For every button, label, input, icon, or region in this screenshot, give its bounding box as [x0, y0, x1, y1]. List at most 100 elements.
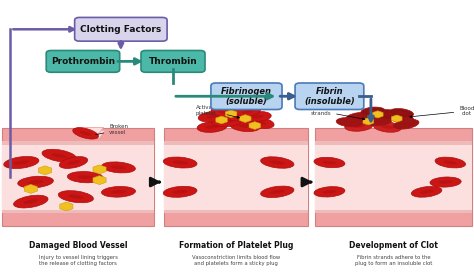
- Ellipse shape: [197, 121, 227, 133]
- Ellipse shape: [353, 124, 365, 128]
- Ellipse shape: [314, 187, 345, 197]
- Ellipse shape: [211, 107, 237, 117]
- Ellipse shape: [211, 116, 241, 127]
- Ellipse shape: [229, 114, 242, 117]
- FancyBboxPatch shape: [315, 144, 472, 211]
- Ellipse shape: [372, 119, 384, 122]
- Ellipse shape: [393, 119, 419, 129]
- Text: Broken
vessel: Broken vessel: [95, 124, 128, 135]
- Ellipse shape: [230, 121, 260, 132]
- Text: Fibrin
(insoluble): Fibrin (insoluble): [304, 86, 355, 106]
- Ellipse shape: [270, 160, 285, 165]
- Ellipse shape: [163, 157, 197, 168]
- Ellipse shape: [222, 111, 250, 121]
- Ellipse shape: [18, 176, 54, 188]
- Text: Activated
platelet: Activated platelet: [195, 105, 239, 118]
- FancyBboxPatch shape: [164, 144, 308, 211]
- Ellipse shape: [420, 190, 433, 194]
- Text: Vasoconstriction limits blood flow
and platelets form a sticky plug: Vasoconstriction limits blood flow and p…: [192, 255, 280, 266]
- Ellipse shape: [173, 161, 188, 164]
- Ellipse shape: [367, 110, 379, 113]
- Text: Thrombin: Thrombin: [149, 57, 197, 66]
- Ellipse shape: [322, 190, 337, 194]
- Ellipse shape: [344, 121, 355, 124]
- FancyBboxPatch shape: [164, 210, 308, 213]
- Ellipse shape: [261, 186, 294, 198]
- FancyBboxPatch shape: [315, 141, 472, 145]
- Ellipse shape: [242, 110, 253, 114]
- Ellipse shape: [322, 161, 337, 164]
- Text: Development of Clot: Development of Clot: [349, 241, 438, 250]
- Ellipse shape: [374, 110, 401, 119]
- Ellipse shape: [77, 175, 93, 179]
- Ellipse shape: [411, 186, 442, 197]
- FancyBboxPatch shape: [315, 128, 472, 226]
- Ellipse shape: [390, 109, 413, 117]
- Ellipse shape: [374, 122, 401, 132]
- Text: Prothrombin: Prothrombin: [51, 57, 115, 66]
- Ellipse shape: [438, 181, 453, 184]
- Ellipse shape: [336, 118, 363, 127]
- Ellipse shape: [59, 157, 88, 169]
- FancyBboxPatch shape: [211, 83, 282, 109]
- Ellipse shape: [27, 180, 44, 184]
- Ellipse shape: [345, 121, 373, 131]
- Ellipse shape: [238, 124, 252, 128]
- FancyBboxPatch shape: [2, 141, 154, 145]
- Text: Fibrin strands adhere to the
plug to form an insoluble clot: Fibrin strands adhere to the plug to for…: [355, 255, 432, 266]
- Text: Blood
clot: Blood clot: [410, 106, 474, 118]
- Ellipse shape: [235, 106, 260, 117]
- Ellipse shape: [346, 112, 372, 122]
- Ellipse shape: [67, 160, 80, 165]
- Ellipse shape: [68, 194, 84, 199]
- Ellipse shape: [396, 111, 407, 115]
- Ellipse shape: [52, 153, 67, 158]
- Ellipse shape: [364, 116, 392, 126]
- Ellipse shape: [14, 195, 48, 208]
- Ellipse shape: [198, 111, 226, 122]
- Ellipse shape: [173, 190, 188, 194]
- FancyBboxPatch shape: [2, 144, 154, 211]
- Ellipse shape: [353, 116, 365, 119]
- Ellipse shape: [101, 162, 136, 173]
- Ellipse shape: [218, 110, 230, 114]
- Ellipse shape: [219, 120, 233, 123]
- Ellipse shape: [261, 157, 294, 168]
- FancyBboxPatch shape: [46, 50, 119, 72]
- FancyBboxPatch shape: [295, 83, 364, 109]
- FancyBboxPatch shape: [164, 128, 308, 226]
- Ellipse shape: [396, 117, 407, 121]
- Ellipse shape: [111, 165, 126, 169]
- Ellipse shape: [243, 112, 271, 122]
- FancyBboxPatch shape: [2, 128, 154, 226]
- Ellipse shape: [270, 190, 285, 194]
- Text: Formation of Platelet Plug: Formation of Platelet Plug: [179, 241, 293, 250]
- Ellipse shape: [381, 113, 393, 116]
- Ellipse shape: [67, 172, 103, 183]
- Ellipse shape: [4, 157, 39, 169]
- Ellipse shape: [361, 107, 385, 116]
- FancyBboxPatch shape: [2, 210, 154, 213]
- Ellipse shape: [205, 125, 219, 129]
- Ellipse shape: [253, 121, 266, 125]
- Ellipse shape: [73, 128, 99, 139]
- Ellipse shape: [314, 157, 345, 168]
- Ellipse shape: [389, 114, 414, 124]
- FancyBboxPatch shape: [315, 210, 472, 213]
- Ellipse shape: [80, 131, 91, 136]
- Ellipse shape: [101, 186, 136, 197]
- Ellipse shape: [245, 117, 274, 129]
- Ellipse shape: [401, 122, 412, 126]
- Text: Fibrinogen
(soluble): Fibrinogen (soluble): [221, 86, 272, 106]
- Text: Damaged Blood Vessel: Damaged Blood Vessel: [29, 241, 128, 250]
- Ellipse shape: [13, 160, 29, 165]
- Ellipse shape: [435, 157, 465, 168]
- Ellipse shape: [42, 149, 76, 162]
- Ellipse shape: [430, 177, 461, 187]
- Text: Clotting Factors: Clotting Factors: [80, 25, 162, 34]
- Ellipse shape: [381, 125, 393, 129]
- FancyBboxPatch shape: [141, 50, 205, 72]
- Ellipse shape: [23, 199, 38, 204]
- Ellipse shape: [163, 186, 197, 197]
- Ellipse shape: [206, 115, 219, 119]
